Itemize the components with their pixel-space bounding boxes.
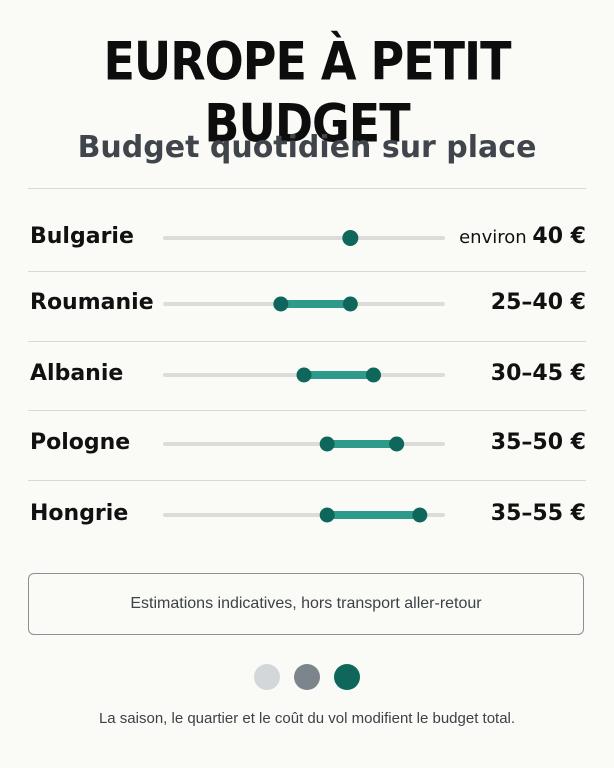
dot-light xyxy=(254,664,280,690)
page-title: EUROPE À PETIT BUDGET xyxy=(103,29,511,155)
range-min-point xyxy=(273,296,289,312)
budget-value: environ 40 € xyxy=(459,224,586,249)
row-divider xyxy=(28,271,586,272)
range-max-point xyxy=(389,436,405,452)
country-label: Roumanie xyxy=(30,290,154,315)
range-max-point xyxy=(412,507,428,523)
note-text: Estimations indicatives, hors transport … xyxy=(130,595,482,612)
range-chart xyxy=(163,230,445,523)
budget-value: 35–55 € xyxy=(491,501,586,526)
row-divider xyxy=(28,480,586,481)
row-divider xyxy=(28,341,586,342)
range-min-point xyxy=(319,507,335,523)
range-max-point xyxy=(342,296,358,312)
budget-range-text: 40 € xyxy=(532,224,586,249)
country-label: Hongrie xyxy=(30,501,129,526)
budget-range-text: 35–50 € xyxy=(490,430,586,455)
range-min-point xyxy=(319,436,335,452)
range-min-point xyxy=(296,367,312,383)
country-label: Bulgarie xyxy=(30,224,134,249)
range-point xyxy=(342,230,359,246)
budget-value: 35–50 € xyxy=(491,430,586,455)
budget-value: 30–45 € xyxy=(491,361,586,386)
budget-range-text: 30–45 € xyxy=(490,361,586,386)
country-label: Pologne xyxy=(30,430,131,455)
dot-gray xyxy=(294,664,320,690)
budget-prefix: environ xyxy=(459,227,533,248)
country-label: Albanie xyxy=(30,361,124,386)
budget-range-text: 25–40 € xyxy=(490,290,586,315)
note-box: Estimations indicatives, hors transport … xyxy=(28,573,584,635)
header-divider xyxy=(28,188,586,189)
budget-range-text: 35–55 € xyxy=(490,501,586,526)
range-max-point xyxy=(366,367,381,383)
row-divider xyxy=(28,410,586,411)
dot-teal xyxy=(334,664,360,690)
page-subtitle: Budget quotidien sur place xyxy=(77,130,537,165)
pagination-dots xyxy=(0,664,614,690)
footer-note: La saison, le quartier et le coût du vol… xyxy=(98,710,516,727)
budget-value: 25–40 € xyxy=(491,290,586,315)
